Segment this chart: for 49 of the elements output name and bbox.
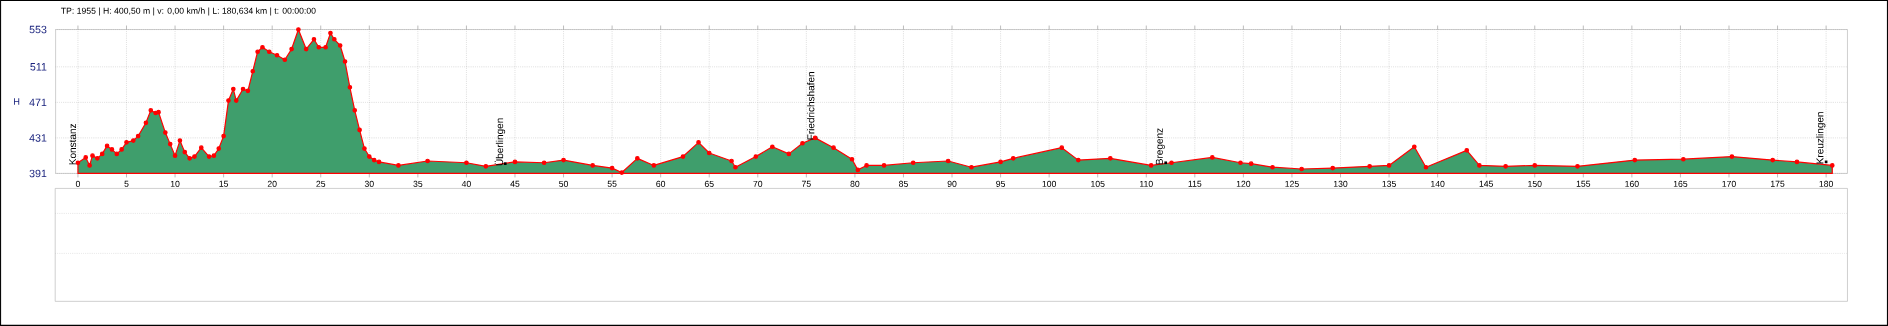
x-tick-label: 35 [413, 180, 423, 187]
x-tick-label: 180 [1819, 180, 1833, 187]
x-tick-label: 40 [461, 180, 471, 187]
y-tick-label: 431 [29, 134, 47, 142]
x-tick-label: 110 [1140, 180, 1153, 187]
x-tick-label: 65 [704, 180, 714, 187]
x-tick-label: 135 [1382, 180, 1396, 187]
chart-title: TP: 1955 | H: 400,50 m | v: 0,00 km/h | L: 180,634 km | t: 00:00:00 [60, 7, 316, 16]
y-axis-title: H [14, 98, 20, 105]
annotation: Friedrichshafen [807, 72, 815, 140]
x-tick-label: 5 [124, 180, 129, 187]
y-tick-label: 511 [30, 63, 47, 71]
x-tick-label: 45 [510, 180, 520, 187]
x-tick-label: 75 [801, 180, 811, 187]
annotation: Konstanz [69, 124, 77, 165]
x-tick-label: 15 [219, 180, 229, 187]
x-tick-label: 130 [1333, 180, 1348, 187]
x-tick-label: 140 [1431, 180, 1445, 187]
x-tick-label: 150 [1528, 180, 1542, 187]
x-tick-label: 60 [656, 180, 666, 187]
x-tick-label: 85 [899, 180, 908, 187]
x-tick-label: 10 [170, 180, 180, 187]
annotation: Bregenz [1155, 128, 1165, 165]
x-tick-label: 170 [1722, 180, 1736, 187]
x-tick-label: 30 [364, 180, 374, 187]
x-tick-label: 160 [1625, 180, 1639, 187]
x-tick-label: 55 [607, 180, 617, 187]
x-tick-label: 165 [1673, 180, 1688, 187]
x-tick-label: 70 [753, 180, 763, 187]
y-tick-label: 553 [29, 25, 47, 34]
x-tick-label: 125 [1285, 180, 1299, 187]
annotation: Überlingen [494, 118, 506, 166]
x-tick-label: 80 [850, 180, 860, 187]
x-tick-label: 25 [316, 180, 326, 187]
x-tick-label: 120 [1236, 180, 1251, 187]
x-tick-label: 0 [75, 180, 80, 187]
annotation: Kreuzlingen [1816, 112, 1826, 164]
y-tick-label: 471 [29, 98, 47, 107]
x-tick-label: 100 [1042, 180, 1057, 187]
y-tick-label: 391 [29, 169, 47, 178]
x-tick-label: 20 [267, 180, 277, 187]
x-tick-label: 145 [1479, 180, 1494, 187]
x-tick-label: 95 [996, 180, 1006, 187]
x-tick-label: 105 [1091, 180, 1105, 187]
x-tick-label: 115 [1188, 180, 1202, 187]
x-tick-label: 155 [1576, 180, 1591, 187]
x-tick-label: 50 [559, 180, 569, 187]
x-tick-label: 90 [947, 180, 957, 187]
x-tick-label: 175 [1771, 180, 1785, 187]
